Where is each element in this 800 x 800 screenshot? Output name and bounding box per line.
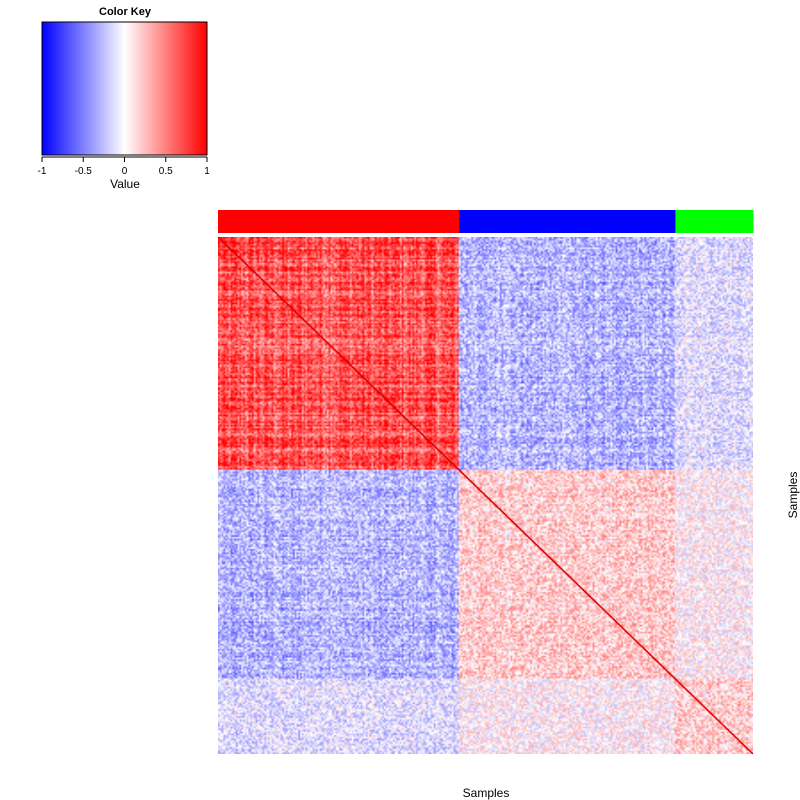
- heatmap: [217, 236, 754, 755]
- color-key-title: Color Key: [99, 6, 152, 18]
- group-bar-segment: [218, 210, 460, 233]
- color-key-tick-label: 0.5: [159, 166, 173, 177]
- group-color-bar: [218, 210, 754, 233]
- y-axis-label: Samples: [786, 472, 800, 519]
- x-axis-label: Samples: [463, 786, 510, 800]
- color-key-gradient: [41, 21, 208, 156]
- heatmap-diagonal: [217, 236, 754, 755]
- color-key-tick-label: 1: [204, 166, 210, 177]
- color-key-tick-label: -1: [38, 166, 47, 177]
- color-key-ticks: -1 -0.5 0 0.5 1: [38, 157, 210, 177]
- color-key-tick-label: -0.5: [75, 166, 93, 177]
- color-key-xlabel: Value: [110, 177, 140, 191]
- group-bar-segment: [675, 210, 754, 233]
- group-bar-segment: [459, 210, 676, 233]
- color-key-tick-label: 0: [122, 166, 128, 177]
- color-key: Color Key -1 -0.5 0 0.5 1 Value: [38, 6, 211, 191]
